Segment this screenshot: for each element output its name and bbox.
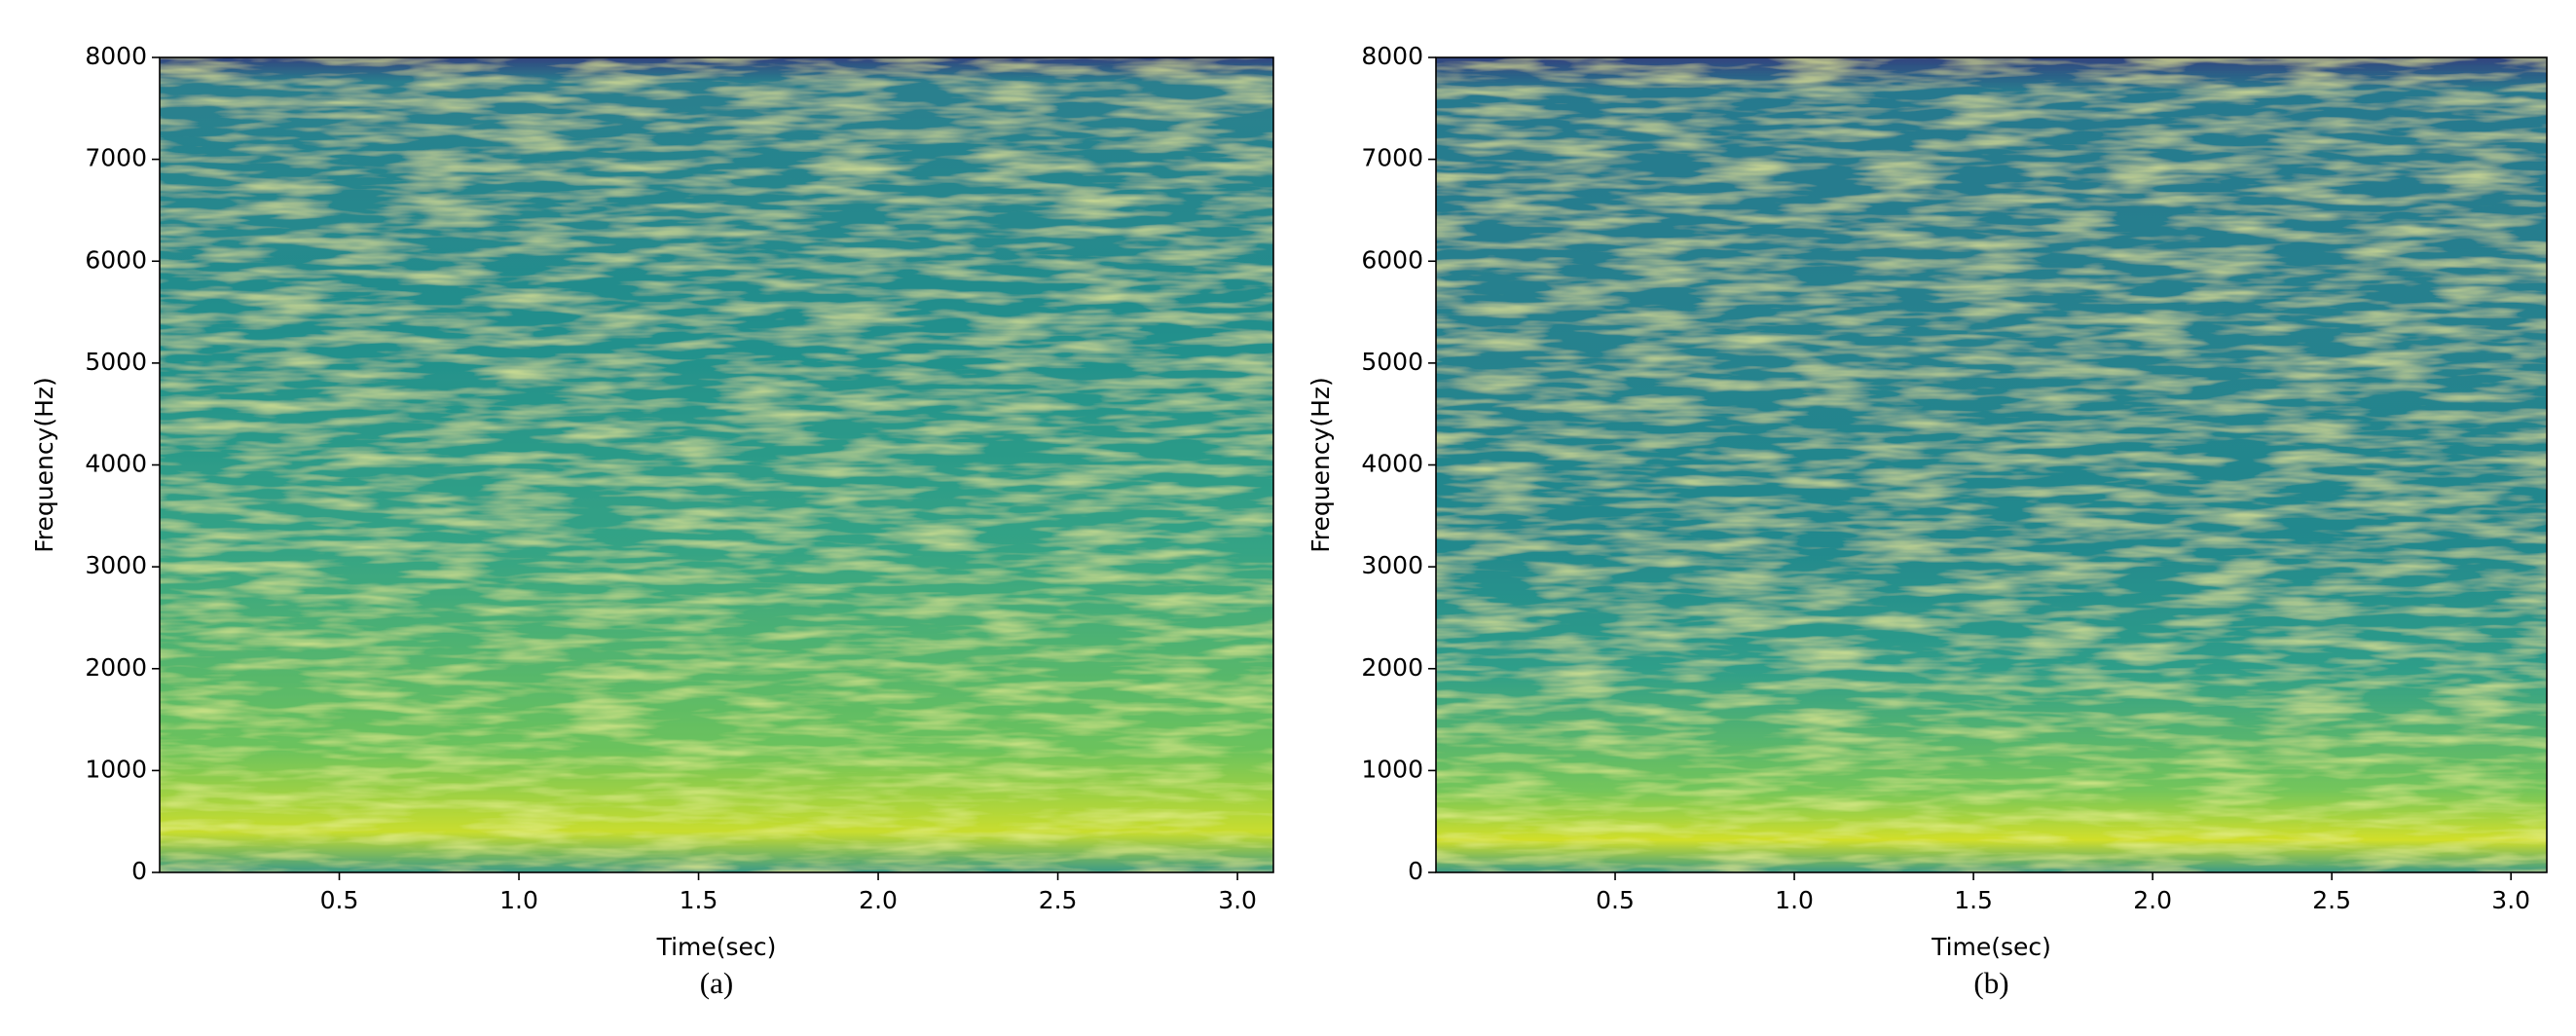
x-tick-label: 0.5 (320, 886, 359, 914)
caption: (a) (700, 966, 733, 1000)
y-axis-label: Frequency(Hz) (30, 377, 58, 553)
spectrogram-image (1436, 57, 2547, 872)
x-axis-label: Time(sec) (656, 933, 777, 961)
y-tick-label: 1000 (1361, 755, 1423, 783)
y-tick-label: 6000 (85, 245, 147, 274)
x-tick-label: 2.5 (2312, 886, 2351, 914)
x-tick-label: 1.5 (1954, 886, 1993, 914)
y-tick-label: 8000 (85, 42, 147, 70)
x-tick-label: 2.0 (859, 886, 898, 914)
y-tick-label: 0 (1408, 857, 1423, 885)
y-tick-label: 5000 (1361, 348, 1423, 376)
y-tick-label: 5000 (85, 348, 147, 376)
y-tick-label: 2000 (85, 653, 147, 682)
y-axis-label: Frequency(Hz) (1306, 377, 1335, 553)
y-tick-label: 4000 (85, 450, 147, 478)
x-tick-label: 1.5 (680, 886, 718, 914)
y-tick-label: 6000 (1361, 245, 1423, 274)
x-tick-label: 1.0 (1775, 886, 1814, 914)
y-tick-label: 3000 (1361, 551, 1423, 579)
x-axis-label: Time(sec) (1931, 933, 2051, 961)
x-tick-label: 3.0 (1218, 886, 1257, 914)
y-tick-label: 7000 (85, 144, 147, 172)
y-tick-label: 4000 (1361, 450, 1423, 478)
y-tick-label: 7000 (1361, 144, 1423, 172)
x-tick-label: 2.5 (1039, 886, 1078, 914)
y-tick-label: 1000 (85, 755, 147, 783)
y-tick-label: 0 (131, 857, 147, 885)
y-tick-label: 3000 (85, 551, 147, 579)
spectrogram-image (160, 57, 1273, 872)
y-tick-label: 8000 (1361, 42, 1423, 70)
y-tick-label: 2000 (1361, 653, 1423, 682)
x-tick-label: 2.0 (2133, 886, 2172, 914)
caption: (b) (1973, 966, 2008, 1000)
x-tick-label: 0.5 (1596, 886, 1635, 914)
x-tick-label: 3.0 (2491, 886, 2530, 914)
x-tick-label: 1.0 (499, 886, 538, 914)
